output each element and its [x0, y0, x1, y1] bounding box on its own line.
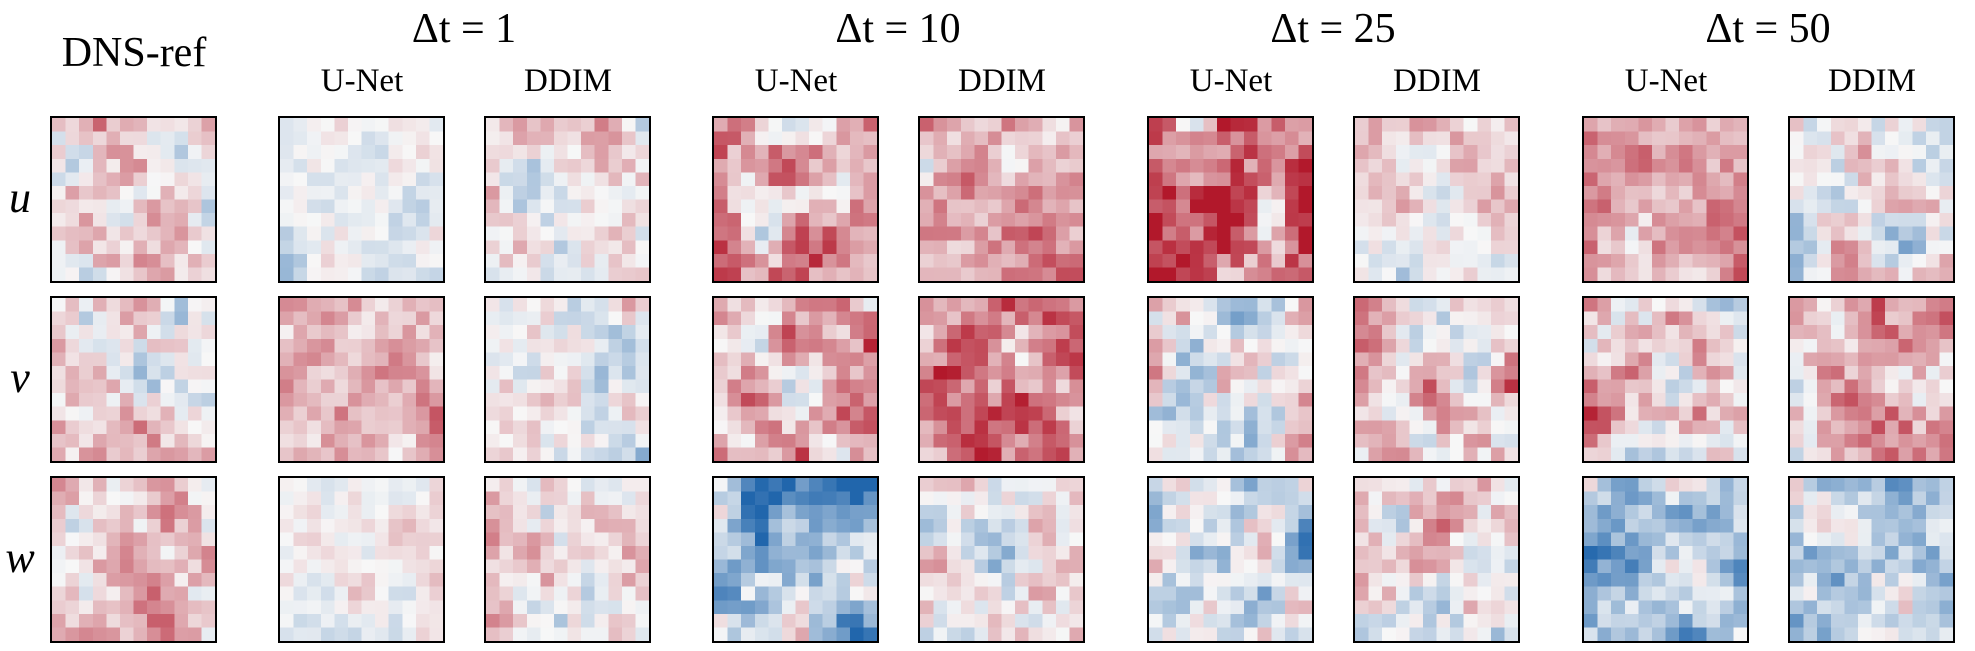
- reference-title: DNS-ref: [61, 30, 207, 76]
- field-panel-v-unet-dt50: [1582, 296, 1749, 463]
- column-label-unet-dt25: U-Net: [1189, 63, 1273, 99]
- field-panel-w-ddim-dt50: [1788, 476, 1955, 643]
- column-label-unet-dt10: U-Net: [754, 63, 838, 99]
- row-label-u: u: [9, 173, 31, 222]
- group-title-dt50: Δt = 50: [1705, 6, 1831, 52]
- field-panel-u-unet-dt10: [712, 116, 879, 283]
- field-panel-w-unet-dt25: [1147, 476, 1314, 643]
- field-panel-v-unet-dt25: [1147, 296, 1314, 463]
- field-panel-v-ddim-dt50: [1788, 296, 1955, 463]
- field-panel-u-ddim-dt25: [1353, 116, 1520, 283]
- field-panel-w-ddim-dt25: [1353, 476, 1520, 643]
- group-title-dt1: Δt = 1: [411, 6, 517, 52]
- column-label-unet-dt50: U-Net: [1624, 63, 1708, 99]
- column-label-ddim-dt50: DDIM: [1828, 63, 1916, 99]
- field-panel-v-ddim-dt1: [484, 296, 651, 463]
- field-panel-u-unet-dt25: [1147, 116, 1314, 283]
- field-panel-w-unet-dt10: [712, 476, 879, 643]
- column-label-ddim-dt25: DDIM: [1393, 63, 1481, 99]
- row-label-v: v: [10, 353, 30, 402]
- group-title-dt10: Δt = 10: [835, 6, 961, 52]
- field-panel-w-unet-dt1: [278, 476, 445, 643]
- field-panel-u-dns-ref: [50, 116, 217, 283]
- group-title-dt25: Δt = 25: [1270, 6, 1396, 52]
- field-panel-w-unet-dt50: [1582, 476, 1749, 643]
- field-panel-u-unet-dt50: [1582, 116, 1749, 283]
- column-label-unet-dt1: U-Net: [320, 63, 404, 99]
- column-label-ddim-dt10: DDIM: [958, 63, 1046, 99]
- field-panel-u-unet-dt1: [278, 116, 445, 283]
- row-label-w: w: [5, 533, 35, 582]
- field-panel-v-ddim-dt25: [1353, 296, 1520, 463]
- field-panel-v-unet-dt10: [712, 296, 879, 463]
- field-panel-v-ddim-dt10: [918, 296, 1085, 463]
- field-panel-v-dns-ref: [50, 296, 217, 463]
- field-panel-v-unet-dt1: [278, 296, 445, 463]
- field-panel-w-ddim-dt1: [484, 476, 651, 643]
- field-panel-u-ddim-dt50: [1788, 116, 1955, 283]
- field-panel-w-ddim-dt10: [918, 476, 1085, 643]
- field-panel-u-ddim-dt10: [918, 116, 1085, 283]
- field-panel-u-ddim-dt1: [484, 116, 651, 283]
- field-panel-w-dns-ref: [50, 476, 217, 643]
- column-label-ddim-dt1: DDIM: [524, 63, 612, 99]
